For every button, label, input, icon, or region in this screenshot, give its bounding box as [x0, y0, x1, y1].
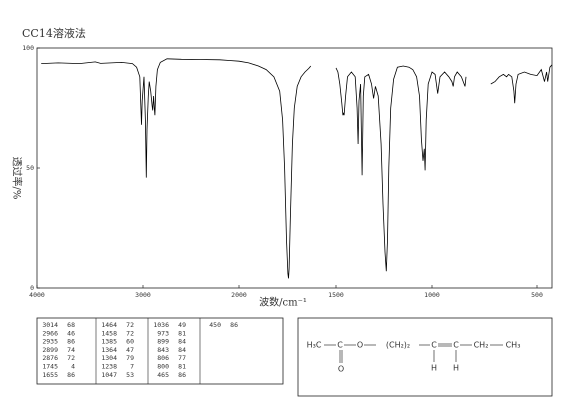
- structure-carbonyl-o: O: [338, 365, 344, 374]
- peak-wavenumber: 1036: [153, 321, 169, 329]
- peak-wavenumber: 899: [157, 338, 169, 346]
- x-axis-label: 波数/cm⁻¹: [259, 296, 307, 309]
- structure-group: CH₃: [506, 341, 521, 350]
- peak-transmittance: 84: [178, 338, 186, 346]
- peak-transmittance: 81: [178, 329, 186, 337]
- x-tick-label: 3000: [135, 291, 151, 299]
- structure-group: CH₂: [474, 341, 489, 350]
- peak-transmittance: 72: [67, 354, 75, 362]
- peak-wavenumber: 1464: [101, 321, 117, 329]
- peak-wavenumber: 1385: [101, 338, 117, 346]
- x-tick-label: 1000: [424, 291, 440, 299]
- peak-wavenumber: 800: [157, 363, 169, 371]
- peak-wavenumber: 1364: [101, 346, 117, 354]
- peak-transmittance: 79: [126, 354, 134, 362]
- peak-transmittance: 86: [67, 338, 75, 346]
- peak-wavenumber: 843: [157, 346, 169, 354]
- structure-h: H: [453, 364, 459, 373]
- peak-wavenumber: 1745: [42, 363, 58, 371]
- spectrum-line: [41, 58, 553, 279]
- structure-group: C: [431, 341, 437, 350]
- peak-wavenumber: 973: [157, 329, 169, 337]
- peak-wavenumber: 1655: [42, 371, 58, 379]
- peak-transmittance: 77: [178, 354, 186, 362]
- x-tick-label: 4000: [29, 291, 45, 299]
- y-tick-label: 100: [22, 44, 34, 52]
- peak-transmittance: 49: [178, 321, 186, 329]
- peak-table-box: [36, 317, 284, 385]
- peak-wavenumber: 450: [209, 321, 221, 329]
- structure-group: O: [357, 341, 363, 350]
- peak-wavenumber: 2966: [42, 329, 58, 337]
- peak-wavenumber: 806: [157, 354, 169, 362]
- structure-group: C: [453, 341, 459, 350]
- peak-wavenumber: 2935: [42, 338, 58, 346]
- chart-title: CC14溶液法: [22, 26, 86, 40]
- peak-transmittance: 86: [230, 321, 238, 329]
- peak-transmittance: 60: [126, 338, 134, 346]
- peak-transmittance: 86: [178, 371, 186, 379]
- peak-wavenumber: 2899: [42, 346, 58, 354]
- peak-transmittance: 74: [67, 346, 75, 354]
- y-axis-label: 透过率/%: [11, 157, 24, 200]
- peak-wavenumber: 3014: [42, 321, 58, 329]
- x-tick-label: 1500: [328, 291, 344, 299]
- plot-frame: [36, 47, 553, 289]
- peak-wavenumber: 465: [157, 371, 169, 379]
- structure-group: C: [337, 341, 343, 350]
- peak-transmittance: 47: [126, 346, 134, 354]
- peak-wavenumber: 1304: [101, 354, 117, 362]
- structure-box: [297, 317, 553, 397]
- peak-transmittance: 7: [130, 363, 134, 371]
- structure-bonds: [324, 343, 503, 363]
- structure-h: H: [431, 364, 437, 373]
- peak-wavenumber: 1047: [101, 371, 117, 379]
- peak-transmittance: 81: [178, 363, 186, 371]
- structure-group: H₃C: [307, 341, 322, 350]
- peak-transmittance: 72: [126, 329, 134, 337]
- peak-wavenumber: 1458: [101, 329, 117, 337]
- peak-wavenumber: 2876: [42, 354, 58, 362]
- y-tick-label: 50: [26, 164, 34, 172]
- structure-group: (CH₂)₂: [386, 341, 410, 350]
- peak-transmittance: 53: [126, 371, 134, 379]
- x-tick-label: 500: [531, 291, 543, 299]
- peak-transmittance: 84: [178, 346, 186, 354]
- y-tick-label: 0: [30, 284, 34, 292]
- peak-transmittance: 86: [67, 371, 75, 379]
- peak-transmittance: 46: [67, 329, 75, 337]
- peak-wavenumber: 1238: [101, 363, 117, 371]
- peak-transmittance: 68: [67, 321, 75, 329]
- peak-transmittance: 72: [126, 321, 134, 329]
- x-tick-label: 2000: [231, 291, 247, 299]
- peak-transmittance: 4: [71, 363, 75, 371]
